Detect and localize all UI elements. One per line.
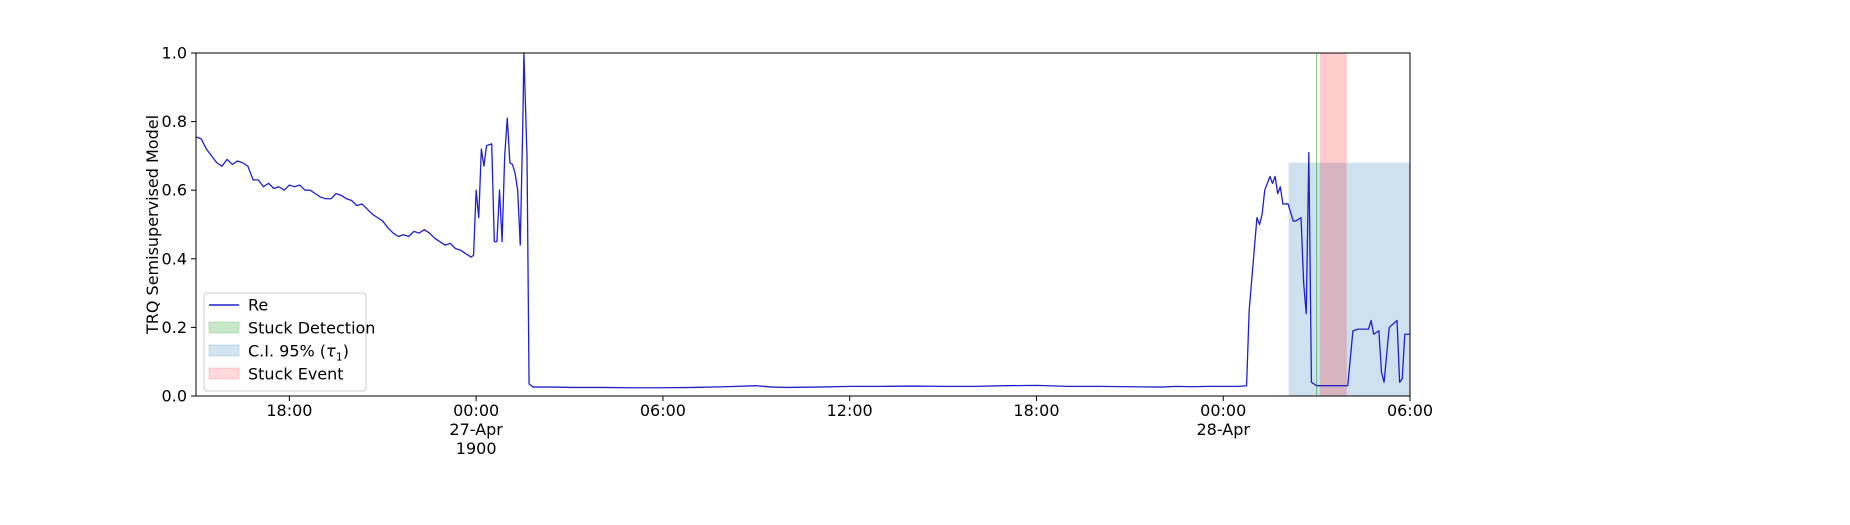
x-tick-year-label: 1900 — [456, 439, 497, 458]
series-layer — [195, 52, 1410, 389]
x-tick-label: 00:00 — [453, 401, 499, 420]
y-tick-label: 0.4 — [162, 249, 187, 268]
x-tick-label: 06:00 — [640, 401, 686, 420]
legend-swatch-stuck-event — [208, 367, 240, 380]
highlight-regions — [1288, 53, 1410, 396]
x-tick-date-label: 27-Apr — [449, 420, 503, 439]
x-tick-label: 06:00 — [1387, 401, 1433, 420]
y-tick-label: 0.0 — [162, 387, 187, 406]
x-tick-date-label: 28-Apr — [1196, 420, 1250, 439]
x-tick-label: 00:00 — [1200, 401, 1246, 420]
y-axis-label: TRQ Semisupervised Model — [143, 115, 162, 335]
legend-swatch-stuck-detection — [208, 321, 240, 334]
y-tick-label: 0.8 — [162, 112, 187, 131]
legend-label-re: Re — [248, 296, 268, 315]
legend-swatch-c-i-95 — [208, 344, 240, 357]
series-line-re — [195, 52, 1410, 389]
legend: Re Stuck Detection C.I. 95% (τ1)Stuck Even… — [203, 292, 375, 392]
legend-label-c-i-95: C.I. 95% (τ1) — [248, 342, 349, 364]
y-tick-label: 0.2 — [162, 318, 187, 337]
x-tick-label: 12:00 — [827, 401, 873, 420]
plot-area-frame — [195, 52, 1411, 397]
legend-box — [203, 292, 367, 392]
region-stuck-detection — [1316, 53, 1318, 396]
legend-label-stuck-event: Stuck Event — [248, 365, 344, 384]
x-tick-label: 18:00 — [266, 401, 312, 420]
y-tick-label: 0.6 — [162, 181, 187, 200]
y-axis-ticks: 0.0 0.2 0.4 0.6 0.8 1.0 — [162, 44, 196, 406]
x-tick-label: 18:00 — [1013, 401, 1059, 420]
region-stuck-event — [1319, 53, 1347, 396]
legend-label-stuck-detection: Stuck Detection — [248, 319, 375, 338]
y-tick-label: 1.0 — [162, 44, 187, 63]
